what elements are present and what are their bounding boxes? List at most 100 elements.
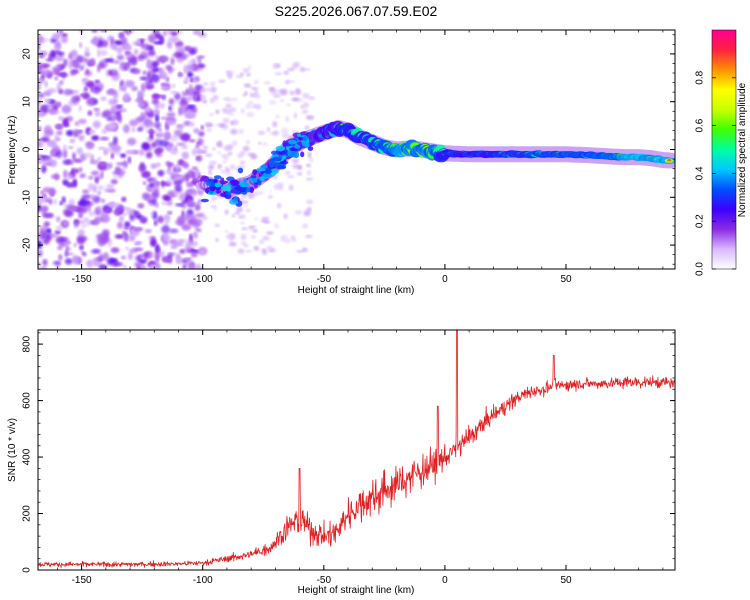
spectrogram-noise-blob <box>200 86 206 93</box>
spectrogram-noise-blob <box>281 133 289 139</box>
spectrogram-noise-blob <box>158 35 164 41</box>
spectrogram-noise-blob <box>66 241 72 245</box>
spectrogram-ridge-point <box>224 185 232 192</box>
spectrogram-y-axis-label: Frequency (Hz) <box>7 116 18 185</box>
spectrogram-noise-blob <box>56 83 62 92</box>
spectrogram-x-tick-label: -100 <box>193 274 213 285</box>
spectrogram-ridge-point <box>214 175 222 180</box>
spectrogram-noise-blob <box>85 141 95 150</box>
spectrogram-noise-blob <box>155 255 160 264</box>
spectrogram-noise-blob <box>224 110 231 115</box>
spectrogram-noise-blob <box>63 149 68 159</box>
spectrogram-noise-blob <box>169 228 179 234</box>
spectrogram-ridge-point <box>264 168 272 175</box>
spectrogram-noise-blob <box>168 98 175 105</box>
spectrogram-noise-blob <box>161 180 165 188</box>
spectrogram-noise-blob <box>128 59 132 65</box>
spectrogram-noise-blob <box>175 45 184 53</box>
spectrogram-noise-blob <box>119 215 124 222</box>
spectrogram-noise-blob <box>241 227 248 231</box>
spectrogram-noise-blob <box>196 63 206 69</box>
spectrogram-noise-blob <box>106 183 115 190</box>
spectrogram-noise-blob <box>202 145 209 150</box>
spectrogram-noise-blob <box>119 82 123 92</box>
spectrogram-noise-blob <box>49 142 57 147</box>
spectrogram-ridge-point <box>215 190 222 194</box>
spectrogram-noise-blob <box>305 234 313 238</box>
spectrogram-noise-blob <box>165 145 173 152</box>
spectrogram-noise-blob <box>165 64 172 71</box>
spectrogram-noise-blob <box>272 121 278 128</box>
spectrogram-noise-blob <box>171 83 176 89</box>
spectrogram-noise-blob <box>197 55 205 59</box>
spectrogram-noise-blob <box>64 258 73 265</box>
spectrogram-noise-blob <box>287 175 295 179</box>
spectrogram-noise-blob <box>66 204 77 211</box>
spectrogram-ridge-point <box>279 160 289 165</box>
spectrogram-noise-blob <box>215 109 220 115</box>
spectrogram-noise-blob <box>159 139 169 147</box>
spectrogram-noise-blob <box>225 103 232 109</box>
spectrogram-noise-blob <box>102 39 108 48</box>
spectrogram-noise-blob <box>111 145 122 151</box>
spectrogram-noise-blob <box>210 86 217 93</box>
spectrogram-noise-blob <box>214 223 220 228</box>
spectrogram-noise-blob <box>202 216 208 220</box>
spectrogram-noise-blob <box>227 151 233 156</box>
spectrogram-noise-blob <box>212 147 216 151</box>
spectrogram-noise-blob <box>244 244 249 248</box>
spectrogram-noise-blob <box>217 151 221 154</box>
spectrogram-noise-blob <box>38 110 42 118</box>
spectrogram-noise-blob <box>206 128 212 132</box>
spectrogram-noise-blob <box>128 248 138 254</box>
spectrogram-noise-blob <box>119 64 126 71</box>
spectrogram-noise-blob <box>224 172 233 176</box>
spectrogram-noise-blob <box>41 266 47 269</box>
spectrogram-noise-blob <box>99 162 107 167</box>
spectrogram-noise-blob <box>274 223 279 229</box>
spectrogram-noise-blob <box>193 91 199 95</box>
spectrogram-noise-blob <box>174 219 184 225</box>
spectrogram-noise-blob <box>156 162 161 168</box>
spectrogram-noise-blob <box>54 55 64 62</box>
spectrogram-noise-blob <box>71 53 78 60</box>
spectrogram-noise-blob <box>38 157 43 164</box>
spectrogram-noise-blob <box>81 92 89 99</box>
spectrogram-noise-blob <box>210 196 217 201</box>
spectrogram-ridge-point <box>262 173 272 178</box>
spectrogram-noise-blob <box>38 204 42 212</box>
spectrogram-noise-blob <box>83 57 87 63</box>
spectrogram-noise-blob <box>164 215 171 224</box>
spectrogram-noise-blob <box>269 248 276 253</box>
spectrogram-noise-blob <box>250 235 257 239</box>
spectrogram-noise-blob <box>87 183 94 192</box>
spectrogram-noise-blob <box>98 173 102 180</box>
spectrogram-noise-blob <box>78 118 87 124</box>
spectrogram-noise-blob <box>286 103 291 107</box>
spectrogram-noise-blob <box>263 142 268 147</box>
spectrogram-noise-blob <box>73 168 80 174</box>
spectrogram-noise-blob <box>194 263 202 269</box>
spectrogram-noise-blob <box>97 205 102 211</box>
spectrogram-noise-blob <box>170 31 178 36</box>
spectrogram-noise-blob <box>109 258 117 264</box>
spectrogram-noise-blob <box>245 140 251 145</box>
spectrogram-noise-blob <box>285 171 291 175</box>
spectrogram-noise-blob <box>55 225 63 231</box>
spectrogram-noise-blob <box>228 242 237 247</box>
spectrogram-noise-blob <box>230 107 237 112</box>
spectrogram-noise-blob <box>284 70 289 75</box>
spectrogram-noise-blob <box>292 164 300 169</box>
spectrogram-noise-blob <box>289 90 296 96</box>
spectrogram-noise-blob <box>209 112 214 116</box>
spectrogram-noise-blob <box>53 199 57 205</box>
spectrogram-noise-blob <box>157 251 165 257</box>
spectrogram-noise-blob <box>103 149 107 155</box>
spectrogram-noise-blob <box>97 190 101 196</box>
spectrogram-noise-blob <box>116 162 126 166</box>
spectrogram-noise-blob <box>279 88 288 96</box>
spectrogram-noise-blob <box>210 81 216 87</box>
spectrogram-noise-blob <box>237 129 244 134</box>
spectrogram-noise-blob <box>54 50 61 54</box>
